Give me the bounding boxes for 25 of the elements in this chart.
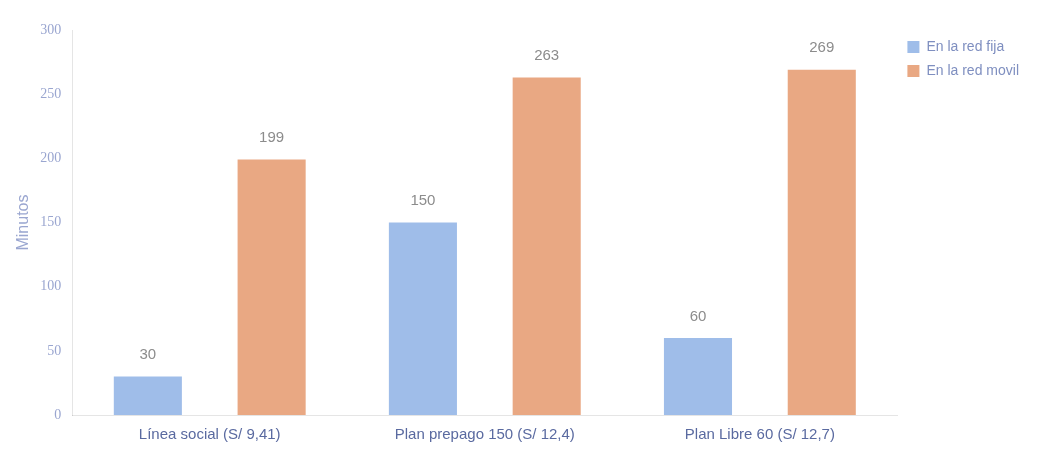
y-tick-label: 300	[40, 21, 62, 37]
x-tick-label: Plan prepago 150 (S/ 12,4)	[394, 425, 575, 443]
bar	[512, 77, 581, 415]
bar	[237, 159, 306, 415]
bar	[113, 376, 182, 415]
x-tick-label: Plan Libre 60 (S/ 12,7)	[684, 425, 835, 443]
y-tick-label: 250	[40, 85, 62, 101]
data-label: 30	[139, 345, 157, 363]
data-label: 60	[689, 306, 707, 324]
y-tick-label: 200	[40, 150, 62, 166]
bar	[663, 338, 733, 415]
data-label: 269	[809, 38, 835, 56]
data-label: 199	[259, 128, 285, 146]
legend-label: En la red fija	[926, 37, 1005, 54]
x-tick-label: Línea social (S/ 9,41)	[138, 425, 281, 443]
y-tick-label: 0	[54, 406, 62, 422]
y-tick-label: 50	[47, 342, 62, 358]
y-tick-label: 100	[40, 278, 62, 294]
data-label: 150	[410, 191, 436, 209]
bar	[388, 222, 457, 415]
data-label: 263	[534, 46, 560, 64]
y-axis-title: Minutos	[14, 194, 32, 251]
y-tick-label: 150	[40, 214, 62, 230]
bar	[787, 69, 856, 415]
legend-label: En la red movil	[926, 61, 1019, 78]
